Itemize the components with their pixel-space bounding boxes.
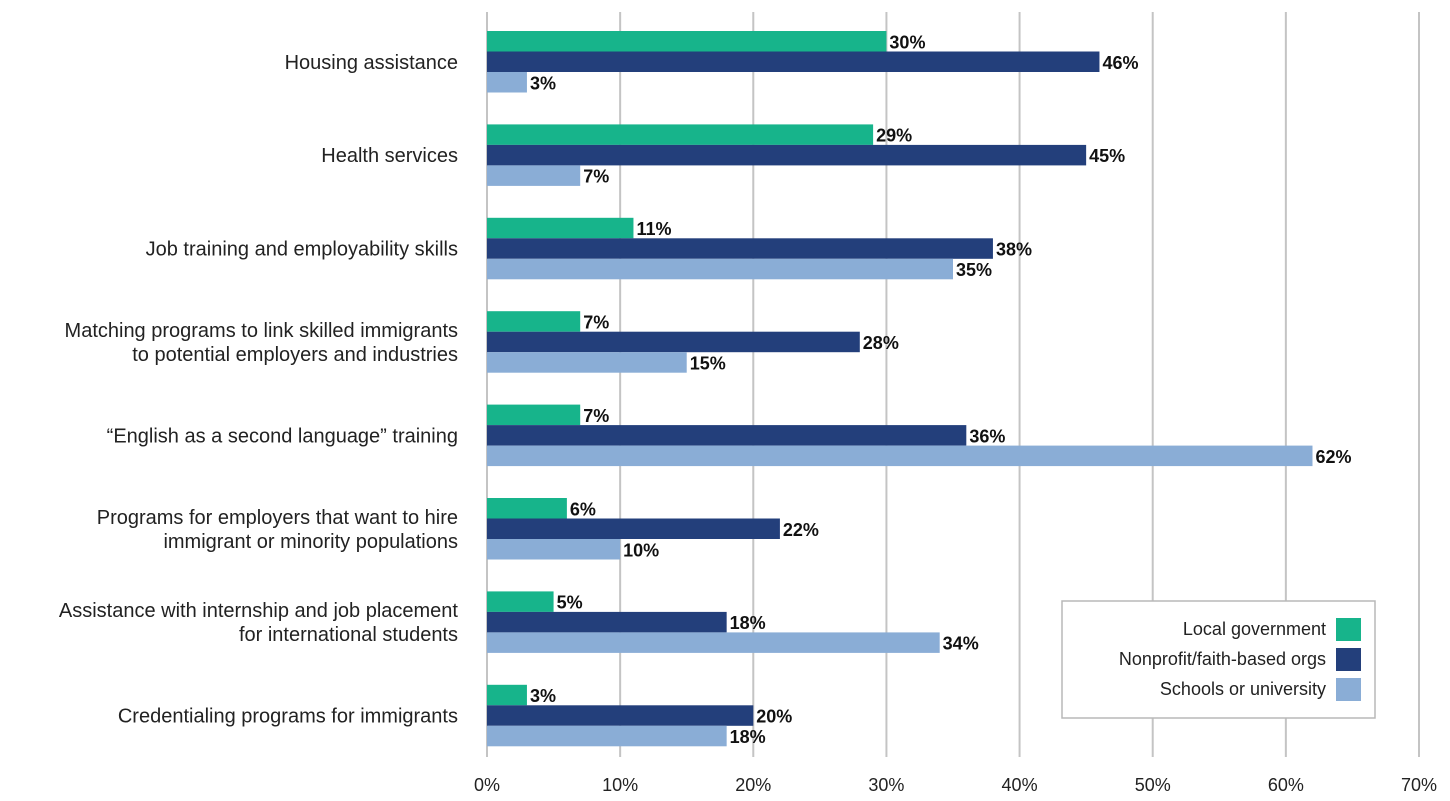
category-label: immigrant or minority populations <box>163 531 458 553</box>
data-label: 3% <box>530 686 556 706</box>
category-label: “English as a second language” training <box>107 425 458 447</box>
category-label: Matching programs to link skilled immigr… <box>65 320 458 342</box>
x-tick-label: 20% <box>735 775 771 795</box>
data-label: 45% <box>1089 146 1125 166</box>
bar <box>487 705 753 726</box>
data-label: 11% <box>636 219 671 239</box>
data-label: 22% <box>783 520 819 540</box>
x-tick-label: 0% <box>474 775 500 795</box>
category-label: to potential employers and industries <box>132 344 458 366</box>
bar <box>487 726 727 747</box>
bar <box>487 519 780 540</box>
data-label: 7% <box>583 312 609 332</box>
category-label: Health services <box>321 145 458 167</box>
bar <box>487 145 1086 166</box>
category-label: Housing assistance <box>285 52 458 74</box>
category-label: Job training and employability skills <box>146 239 458 261</box>
data-label: 28% <box>863 333 899 353</box>
category-label: for international students <box>239 624 458 646</box>
data-label: 34% <box>943 634 979 654</box>
data-label: 30% <box>889 32 925 52</box>
bar <box>487 446 1312 467</box>
x-tick-label: 30% <box>868 775 904 795</box>
data-label: 18% <box>730 727 766 747</box>
data-label: 6% <box>570 499 596 519</box>
legend-label: Nonprofit/faith-based orgs <box>1119 649 1326 669</box>
category-label: Credentialing programs for immigrants <box>118 706 458 728</box>
data-label: 29% <box>876 126 912 146</box>
bar <box>487 539 620 560</box>
x-tick-labels: 0% 10% 20% 30% 40% 50% 60% 70% <box>474 775 1437 795</box>
data-label: 18% <box>730 613 766 633</box>
bar <box>487 612 727 633</box>
data-label: 20% <box>756 707 792 727</box>
x-tick-label: 10% <box>602 775 638 795</box>
data-label: 62% <box>1315 447 1351 467</box>
legend: Local government Nonprofit/faith-based or… <box>1062 601 1375 718</box>
bar <box>487 218 633 239</box>
data-label: 5% <box>557 593 583 613</box>
data-label: 46% <box>1102 53 1138 73</box>
data-label: 38% <box>996 240 1032 260</box>
bar <box>487 632 940 653</box>
x-tick-label: 40% <box>1002 775 1038 795</box>
x-tick-label: 70% <box>1401 775 1437 795</box>
bar <box>487 405 580 426</box>
bar <box>487 238 993 258</box>
bar <box>487 31 886 52</box>
data-label: 15% <box>690 353 726 373</box>
data-label: 10% <box>623 540 659 560</box>
bar <box>487 52 1099 73</box>
bar <box>487 332 860 353</box>
bar <box>487 311 580 332</box>
bar <box>487 352 687 373</box>
legend-label: Schools or university <box>1160 679 1326 699</box>
bar <box>487 591 554 612</box>
bar <box>487 72 527 93</box>
bar <box>487 259 953 280</box>
data-label: 7% <box>583 406 609 426</box>
data-label: 36% <box>969 426 1005 446</box>
category-labels: Housing assistance Health services Job tra… <box>59 52 459 728</box>
data-label: 7% <box>583 167 609 187</box>
category-label: Programs for employers that want to hire <box>97 507 458 529</box>
legend-label: Local government <box>1183 619 1326 639</box>
legend-swatch <box>1336 648 1361 671</box>
data-label: 35% <box>956 260 992 280</box>
data-label: 3% <box>530 73 556 93</box>
bar <box>487 685 527 706</box>
bar <box>487 124 873 144</box>
category-label: Assistance with internship and job place… <box>59 600 459 622</box>
bar <box>487 425 966 446</box>
legend-swatch <box>1336 618 1361 641</box>
x-tick-label: 60% <box>1268 775 1304 795</box>
legend-swatch <box>1336 678 1361 701</box>
x-tick-label: 50% <box>1135 775 1171 795</box>
bar <box>487 498 567 519</box>
bar <box>487 165 580 186</box>
